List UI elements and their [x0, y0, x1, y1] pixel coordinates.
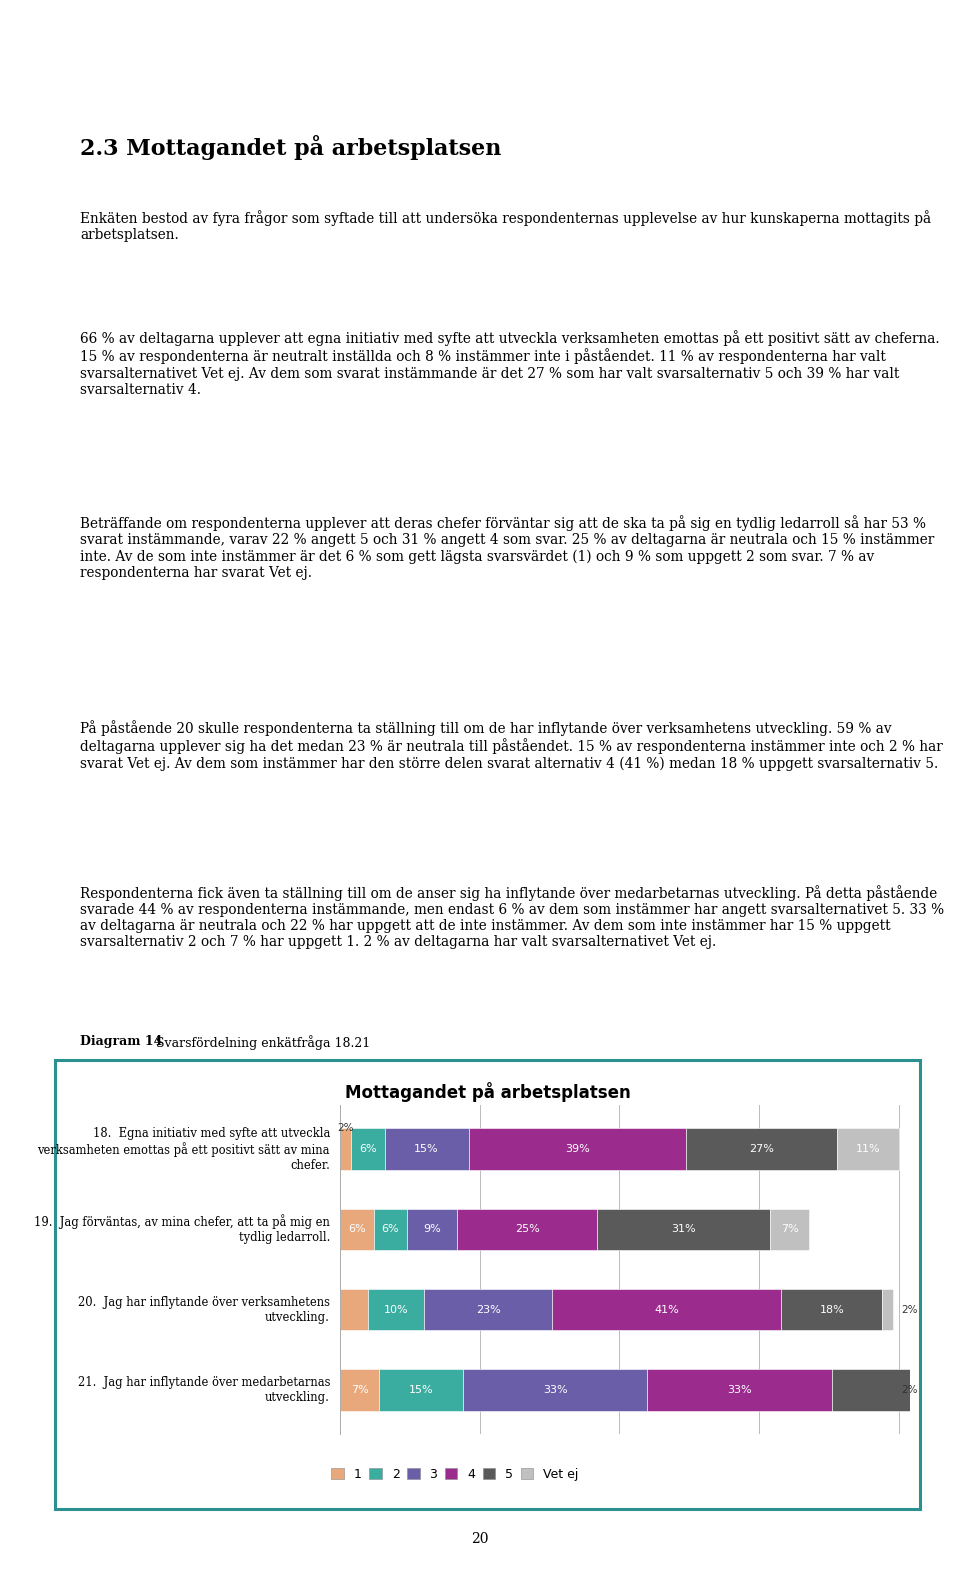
Text: 7%: 7% — [781, 1225, 799, 1234]
Text: 33%: 33% — [542, 1385, 567, 1395]
Bar — [340, 1369, 379, 1410]
Text: 19.  Jag förväntas, av mina chefer, att ta på mig en
tydlig ledarroll.: 19. Jag förväntas, av mina chefer, att t… — [35, 1215, 330, 1245]
Bar — [837, 1129, 899, 1169]
Text: 41%: 41% — [655, 1305, 680, 1314]
Text: 7%: 7% — [350, 1385, 369, 1395]
Bar — [686, 1129, 837, 1169]
Text: 33%: 33% — [728, 1385, 752, 1395]
Text: 10%: 10% — [384, 1305, 408, 1314]
Bar — [463, 1369, 647, 1410]
Text: Diagram 14: Diagram 14 — [80, 1036, 162, 1048]
Text: 25%: 25% — [515, 1225, 540, 1234]
Text: 27%: 27% — [750, 1144, 775, 1154]
Text: 6%: 6% — [359, 1144, 376, 1154]
Bar — [457, 1209, 597, 1250]
Text: 2%: 2% — [337, 1124, 354, 1133]
Text: 21.  Jag har inflytande över medarbetarnas
utveckling.: 21. Jag har inflytande över medarbetarna… — [78, 1376, 330, 1404]
Bar — [597, 1209, 770, 1250]
Text: 31%: 31% — [671, 1225, 696, 1234]
Text: Svarsfördelning enkätfråga 18.21: Svarsfördelning enkätfråga 18.21 — [152, 1036, 371, 1050]
Bar — [468, 1129, 686, 1169]
Bar — [882, 1289, 893, 1330]
Text: 6%: 6% — [348, 1225, 366, 1234]
Bar — [423, 1289, 552, 1330]
Text: 15%: 15% — [415, 1144, 439, 1154]
Text: 23%: 23% — [476, 1305, 500, 1314]
Text: 18.  Egna initiativ med syfte att utveckla
verksamheten emottas på ett positivt : 18. Egna initiativ med syfte att utveckl… — [37, 1127, 330, 1171]
Bar — [351, 1129, 385, 1169]
Bar — [647, 1369, 831, 1410]
Text: 11%: 11% — [855, 1144, 880, 1154]
Text: 20.  Jag har inflytande över verksamhetens
utveckling.: 20. Jag har inflytande över verksamheten… — [78, 1295, 330, 1324]
Text: Beträffande om respondenterna upplever att deras chefer förväntar sig att de ska: Beträffande om respondenterna upplever a… — [80, 515, 934, 579]
Text: 20: 20 — [471, 1532, 489, 1546]
Bar — [340, 1129, 351, 1169]
Bar — [781, 1289, 882, 1330]
Bar — [340, 1289, 368, 1330]
Text: Mottagandet på arbetsplatsen: Mottagandet på arbetsplatsen — [345, 1083, 631, 1102]
Bar — [368, 1289, 423, 1330]
Text: 66 % av deltagarna upplever att egna initiativ med syfte att utveckla verksamhet: 66 % av deltagarna upplever att egna ini… — [80, 331, 940, 397]
Text: 39%: 39% — [565, 1144, 589, 1154]
Text: 2%: 2% — [901, 1305, 918, 1314]
Bar — [552, 1289, 781, 1330]
Text: 15%: 15% — [409, 1385, 433, 1395]
Text: 18%: 18% — [820, 1305, 844, 1314]
Bar — [340, 1209, 373, 1250]
Bar — [831, 1369, 960, 1410]
Bar — [379, 1369, 463, 1410]
Bar — [407, 1209, 457, 1250]
Text: 2%: 2% — [901, 1385, 918, 1395]
Text: 9%: 9% — [423, 1225, 441, 1234]
Text: På påstående 20 skulle respondenterna ta ställning till om de har inflytande öve: På påstående 20 skulle respondenterna ta… — [80, 719, 943, 771]
Text: 38%: 38% — [925, 1385, 950, 1395]
Text: Respondenterna fick även ta ställning till om de anser sig ha inflytande över me: Respondenterna fick även ta ställning ti… — [80, 885, 944, 949]
Text: skill: skill — [68, 71, 109, 90]
Bar — [770, 1209, 809, 1250]
Text: 2.3 Mottagandet på arbetsplatsen: 2.3 Mottagandet på arbetsplatsen — [80, 135, 501, 161]
Legend: 1, 2, 3, 4, 5, Vet ej: 1, 2, 3, 4, 5, Vet ej — [326, 1462, 584, 1486]
Text: Enkäten bestod av fyra frågor som syftade till att undersöka respondenternas upp: Enkäten bestod av fyra frågor som syftad… — [80, 209, 931, 242]
Text: 6%: 6% — [381, 1225, 399, 1234]
Bar — [385, 1129, 468, 1169]
Bar — [373, 1209, 407, 1250]
